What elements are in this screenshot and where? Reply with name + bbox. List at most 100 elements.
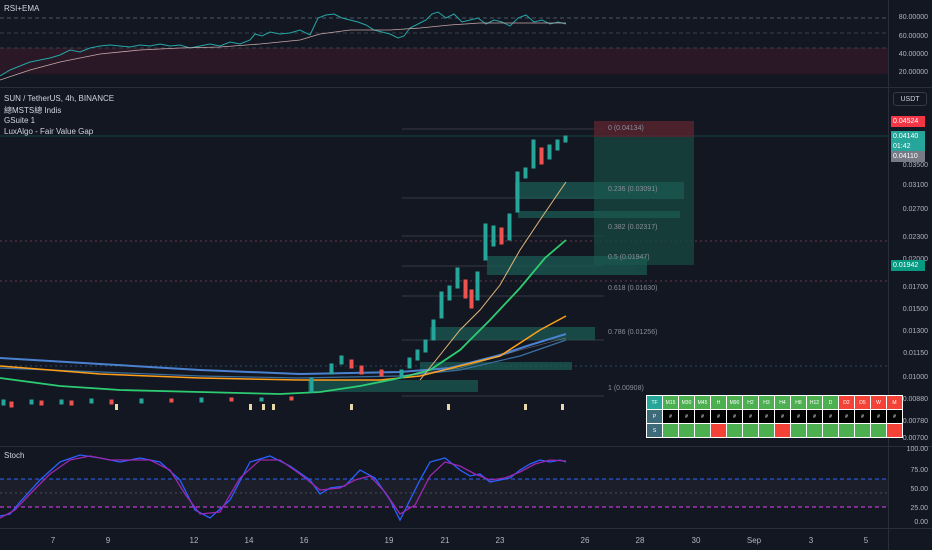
fib-label: 0 (0.04134) bbox=[608, 125, 644, 132]
mtf-row-label: S bbox=[646, 423, 663, 438]
currency-button[interactable]: USDT bbox=[893, 92, 927, 106]
rsi-pane bbox=[0, 11, 888, 81]
mtf-p-cell: # bbox=[694, 409, 711, 424]
mtf-p-cell: # bbox=[742, 409, 759, 424]
ma-green bbox=[0, 239, 567, 395]
ma-tan bbox=[419, 181, 567, 381]
fib-label: 0.786 (0.01256) bbox=[608, 329, 658, 336]
price-tick: 0.01300 bbox=[902, 328, 928, 335]
price-tag-high: 0.04524 bbox=[891, 116, 925, 127]
mtf-s-cell bbox=[822, 423, 839, 438]
rsi-line bbox=[0, 11, 567, 77]
mtf-header-cell: H8 bbox=[790, 395, 807, 410]
ma-gray bbox=[399, 337, 567, 377]
bar-countdown: 01:42 bbox=[891, 142, 925, 151]
rsi-title: RSI+EMA bbox=[4, 4, 40, 13]
mtf-row-label: P bbox=[646, 409, 663, 424]
mtf-header-cell: W bbox=[870, 395, 887, 410]
mtf-p-cell: # bbox=[870, 409, 887, 424]
mtf-s-cell bbox=[854, 423, 871, 438]
indicator-label[interactable]: LuxAlgo - Fair Value Gap bbox=[4, 127, 94, 136]
time-label: 16 bbox=[299, 536, 309, 545]
stoch-band bbox=[0, 479, 888, 507]
rsi-tick: 80.00000 bbox=[898, 14, 928, 21]
rsi-oversold-zone bbox=[0, 48, 888, 74]
stoch-tick: 50.00 bbox=[910, 486, 928, 493]
mtf-s-cell bbox=[662, 423, 679, 438]
mtf-header-cell: M30 bbox=[678, 395, 695, 410]
price-tick: 0.00700 bbox=[902, 435, 928, 442]
mtf-header-cell: M bbox=[886, 395, 903, 410]
mtf-p-cell: # bbox=[790, 409, 807, 424]
fib-label: 0.618 (0.01630) bbox=[608, 285, 658, 292]
price-tag-current: 0.04140 bbox=[891, 131, 925, 142]
mtf-p-cell: # bbox=[678, 409, 695, 424]
time-label: 3 bbox=[808, 536, 814, 545]
mtf-table: TF M15 M30 M45 H M90 H2 H3 H4 H8 H12 D D2 D5 W M P # # # # #… bbox=[646, 395, 903, 438]
time-label: Sep bbox=[746, 536, 762, 545]
time-axis-separator bbox=[0, 528, 932, 529]
mtf-s-cell bbox=[774, 423, 791, 438]
mtf-p-cell: # bbox=[806, 409, 823, 424]
stoch-tick: 0.00 bbox=[914, 519, 928, 526]
indicator-label[interactable]: 總MSTS總 Indis bbox=[4, 106, 62, 115]
mtf-p-cell: # bbox=[886, 409, 903, 424]
time-label: 28 bbox=[635, 536, 645, 545]
price-axis-separator bbox=[888, 0, 889, 550]
mtf-p-cell: # bbox=[662, 409, 679, 424]
price-tick: 0.02000 bbox=[903, 256, 928, 263]
mtf-s-cell bbox=[710, 423, 727, 438]
pane-separator[interactable] bbox=[0, 87, 932, 88]
mtf-s-cell bbox=[758, 423, 775, 438]
ma-orange bbox=[0, 315, 567, 381]
time-label: 26 bbox=[580, 536, 590, 545]
mtf-p-cell: # bbox=[710, 409, 727, 424]
rsi-tick: 40.00000 bbox=[898, 51, 928, 58]
mtf-header-cell: H4 bbox=[774, 395, 791, 410]
mtf-header-cell: H bbox=[710, 395, 727, 410]
time-label: 14 bbox=[244, 536, 254, 545]
price-tick: 0.02700 bbox=[902, 206, 928, 213]
fib-label: 1 (0.00908) bbox=[608, 385, 644, 392]
stoch-tick: 25.00 bbox=[910, 505, 928, 512]
time-label: 19 bbox=[384, 536, 394, 545]
fvg-boxes bbox=[308, 182, 684, 392]
pane-separator[interactable] bbox=[0, 446, 932, 447]
mtf-s-cell bbox=[806, 423, 823, 438]
mtf-header-cell: M45 bbox=[694, 395, 711, 410]
stoch-pane bbox=[0, 454, 888, 522]
mtf-p-cell: # bbox=[854, 409, 871, 424]
mtf-p-cell: # bbox=[822, 409, 839, 424]
mtf-p-cell: # bbox=[838, 409, 855, 424]
mtf-header-cell: H3 bbox=[758, 395, 775, 410]
time-label: 9 bbox=[105, 536, 111, 545]
rsi-tick: 20.00000 bbox=[898, 69, 928, 76]
rsi-ema-line bbox=[0, 22, 566, 81]
price-tag-prev: 0.04110 bbox=[891, 151, 925, 162]
price-tick: 0.00880 bbox=[902, 396, 928, 403]
price-tick: 0.01150 bbox=[903, 350, 928, 357]
indicator-label[interactable]: GSuite 1 bbox=[4, 116, 36, 125]
candles bbox=[1, 135, 568, 408]
stop-zone bbox=[594, 121, 694, 137]
mtf-header-cell: D5 bbox=[854, 395, 871, 410]
price-tag-mid: 0.01942 bbox=[891, 260, 925, 271]
mtf-s-cell bbox=[870, 423, 887, 438]
mtf-header-cell: M90 bbox=[726, 395, 743, 410]
mtf-header-cell: H2 bbox=[742, 395, 759, 410]
mtf-p-cell: # bbox=[758, 409, 775, 424]
time-label: 12 bbox=[189, 536, 199, 545]
fib-label: 0.236 (0.03091) bbox=[608, 186, 658, 193]
stoch-tick: 75.00 bbox=[910, 467, 928, 474]
symbol-title[interactable]: SUN / TetherUS, 4h, BINANCE bbox=[4, 94, 115, 103]
main-pane bbox=[0, 121, 888, 410]
price-tick: 0.00780 bbox=[902, 418, 928, 425]
mtf-header-cell: H12 bbox=[806, 395, 823, 410]
mtf-p-cell: # bbox=[726, 409, 743, 424]
price-tick: 0.03500 bbox=[902, 162, 928, 169]
stoch-tick: 100.00 bbox=[906, 446, 928, 453]
price-tick: 0.01700 bbox=[902, 284, 928, 291]
mtf-p-cell: # bbox=[774, 409, 791, 424]
mtf-header-cell: D2 bbox=[838, 395, 855, 410]
